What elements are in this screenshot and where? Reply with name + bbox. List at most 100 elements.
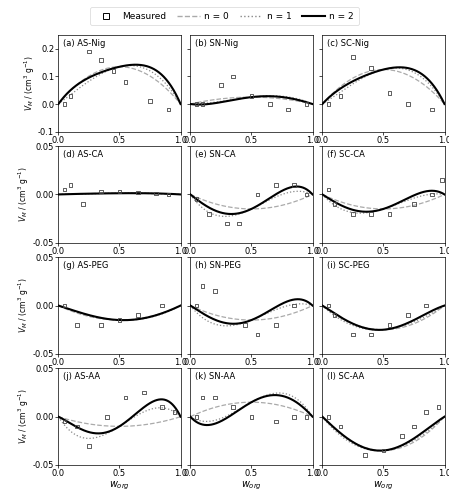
Point [104, 412, 111, 420]
Point [134, 188, 141, 196]
Point [211, 287, 218, 295]
Point [193, 302, 200, 310]
Y-axis label: $V_M$ / (cm$^3$ g$^{-1}$): $V_M$ / (cm$^3$ g$^{-1}$) [17, 166, 31, 222]
Text: (c) SC-Nig: (c) SC-Nig [327, 39, 369, 48]
Y-axis label: $V_M$ / (cm$^3$ g$^{-1}$): $V_M$ / (cm$^3$ g$^{-1}$) [22, 56, 37, 111]
Point [435, 403, 442, 411]
Point [349, 210, 357, 218]
Point [337, 422, 344, 430]
Point [404, 311, 411, 319]
X-axis label: $w_{org}$: $w_{org}$ [373, 480, 394, 492]
Point [325, 412, 332, 420]
Point [73, 422, 80, 430]
Point [439, 176, 446, 184]
Point [122, 78, 129, 86]
Point [110, 67, 117, 75]
Point [199, 282, 206, 290]
X-axis label: $w_{org}$: $w_{org}$ [241, 480, 262, 492]
Text: (d) AS-CA: (d) AS-CA [63, 150, 103, 159]
Point [116, 316, 123, 324]
Point [229, 72, 237, 80]
Point [331, 311, 338, 319]
Point [429, 190, 436, 198]
Point [122, 394, 129, 402]
Point [242, 321, 249, 329]
Point [153, 190, 160, 198]
Text: (b) SN-Nig: (b) SN-Nig [195, 39, 238, 48]
Point [380, 446, 387, 454]
Point [61, 418, 68, 426]
Point [272, 181, 279, 189]
Point [368, 330, 375, 338]
Point [193, 196, 200, 203]
Point [79, 200, 86, 208]
Point [291, 302, 298, 310]
Point [97, 188, 105, 196]
Point [386, 321, 393, 329]
Point [398, 432, 405, 440]
Text: (l) SC-AA: (l) SC-AA [327, 372, 365, 381]
Text: (j) AS-AA: (j) AS-AA [63, 372, 101, 381]
X-axis label: $w_{org}$: $w_{org}$ [109, 480, 130, 492]
Point [193, 100, 200, 108]
Point [158, 302, 166, 310]
Point [193, 412, 200, 420]
Point [285, 106, 292, 114]
Point [61, 186, 68, 194]
Point [349, 53, 357, 61]
Point [67, 92, 74, 100]
Point [325, 186, 332, 194]
Legend: Measured, n = 0, n = 1, n = 2: Measured, n = 0, n = 1, n = 2 [90, 7, 359, 26]
Point [165, 190, 172, 198]
Point [229, 403, 237, 411]
Point [141, 388, 148, 396]
Point [291, 181, 298, 189]
Point [349, 330, 357, 338]
Point [368, 210, 375, 218]
Point [199, 100, 206, 108]
Point [410, 200, 418, 208]
Point [134, 311, 141, 319]
Point [199, 394, 206, 402]
Point [254, 190, 261, 198]
Point [361, 452, 369, 460]
Point [205, 210, 212, 218]
Text: (g) AS-PEG: (g) AS-PEG [63, 261, 109, 270]
Point [236, 220, 243, 228]
Point [404, 100, 411, 108]
Point [171, 408, 178, 416]
Point [248, 412, 255, 420]
Y-axis label: $V_M$ / (cm$^3$ g$^{-1}$): $V_M$ / (cm$^3$ g$^{-1}$) [17, 389, 31, 444]
Point [248, 92, 255, 100]
Point [165, 106, 172, 114]
Point [85, 48, 92, 56]
Point [67, 181, 74, 189]
Point [97, 56, 105, 64]
Point [224, 220, 231, 228]
Point [410, 422, 418, 430]
Point [386, 89, 393, 97]
Point [337, 92, 344, 100]
Point [291, 412, 298, 420]
Point [85, 442, 92, 450]
Point [217, 80, 224, 88]
Point [266, 100, 273, 108]
Point [325, 100, 332, 108]
Point [61, 302, 68, 310]
Point [146, 98, 154, 106]
Point [211, 394, 218, 402]
Text: (k) SN-AA: (k) SN-AA [195, 372, 235, 381]
Point [423, 408, 430, 416]
Point [303, 100, 310, 108]
Text: (a) AS-Nig: (a) AS-Nig [63, 39, 106, 48]
Point [97, 321, 105, 329]
Point [386, 210, 393, 218]
Point [368, 64, 375, 72]
Point [331, 200, 338, 208]
Point [116, 188, 123, 196]
Point [272, 418, 279, 426]
Y-axis label: $V_M$ / (cm$^3$ g$^{-1}$): $V_M$ / (cm$^3$ g$^{-1}$) [17, 278, 31, 334]
Point [429, 106, 436, 114]
Text: (e) SN-CA: (e) SN-CA [195, 150, 236, 159]
Text: (i) SC-PEG: (i) SC-PEG [327, 261, 370, 270]
